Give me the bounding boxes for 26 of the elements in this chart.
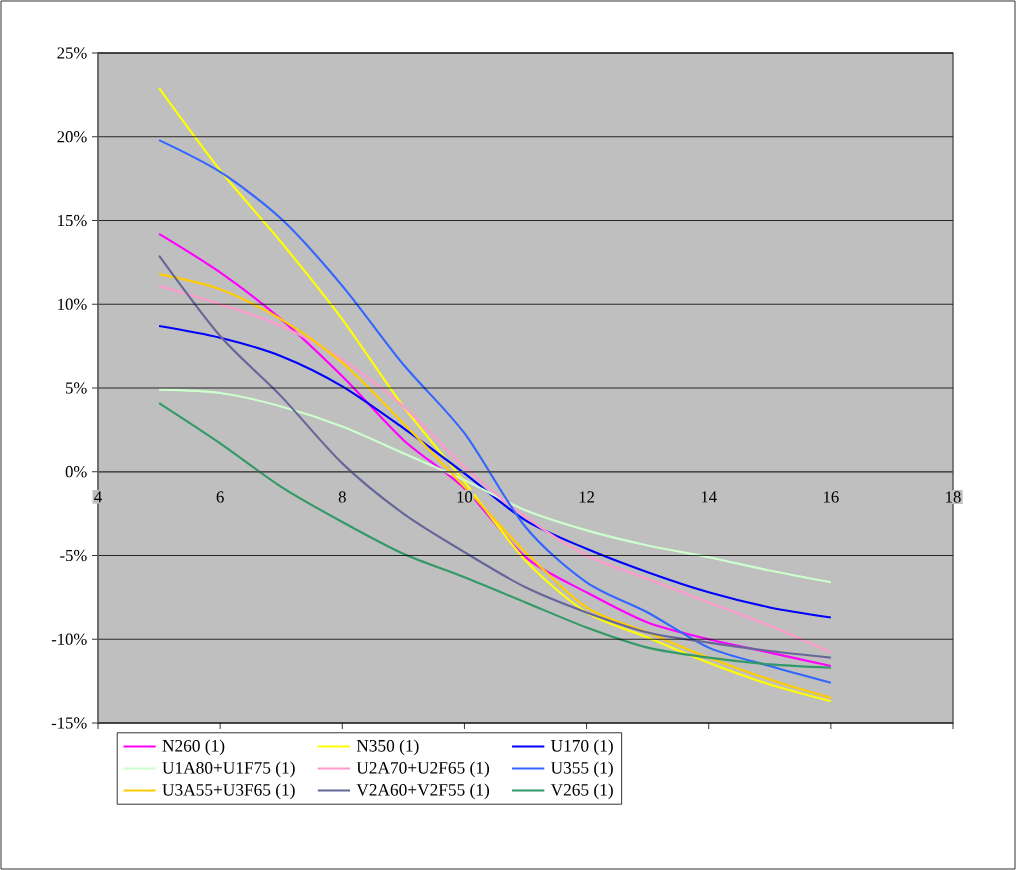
y-tick-label: 15%: [58, 214, 87, 227]
x-tick-label: 12: [579, 491, 594, 503]
y-tick-label: -5%: [60, 549, 87, 562]
y-tick-label: 10%: [58, 298, 87, 310]
legend-label: U3A55+U3F65 (1): [162, 783, 295, 800]
legend-label: U2A70+U2F65 (1): [356, 761, 490, 778]
y-tick-label: -10%: [51, 633, 87, 645]
x-tick-label: 6: [216, 491, 224, 503]
y-tick-label: 20%: [57, 131, 87, 143]
x-tick-label: 16: [824, 491, 839, 503]
legend-label: V2A60+V2F55 (1): [356, 783, 490, 800]
x-tick-label: 18: [946, 491, 961, 503]
x-tick-label: 10: [457, 491, 473, 503]
legend-label: U170 (1): [550, 739, 613, 756]
x-tick-label: 14: [701, 491, 717, 503]
legend-label: U355 (1): [550, 761, 613, 778]
y-tick-label: -15%: [51, 717, 87, 729]
legend-label: N260 (1): [162, 739, 225, 756]
legend-label: U1A80+U1F75 (1): [162, 761, 295, 778]
y-tick-label: 5%: [66, 382, 87, 394]
y-tick-label: 25%: [57, 47, 87, 59]
x-tick-label: 4: [94, 491, 102, 503]
legend-label: N350 (1): [356, 739, 419, 756]
legend-label: V265 (1): [550, 783, 613, 800]
y-tick-label: 0%: [65, 466, 87, 478]
x-tick-label: 8: [338, 491, 346, 503]
